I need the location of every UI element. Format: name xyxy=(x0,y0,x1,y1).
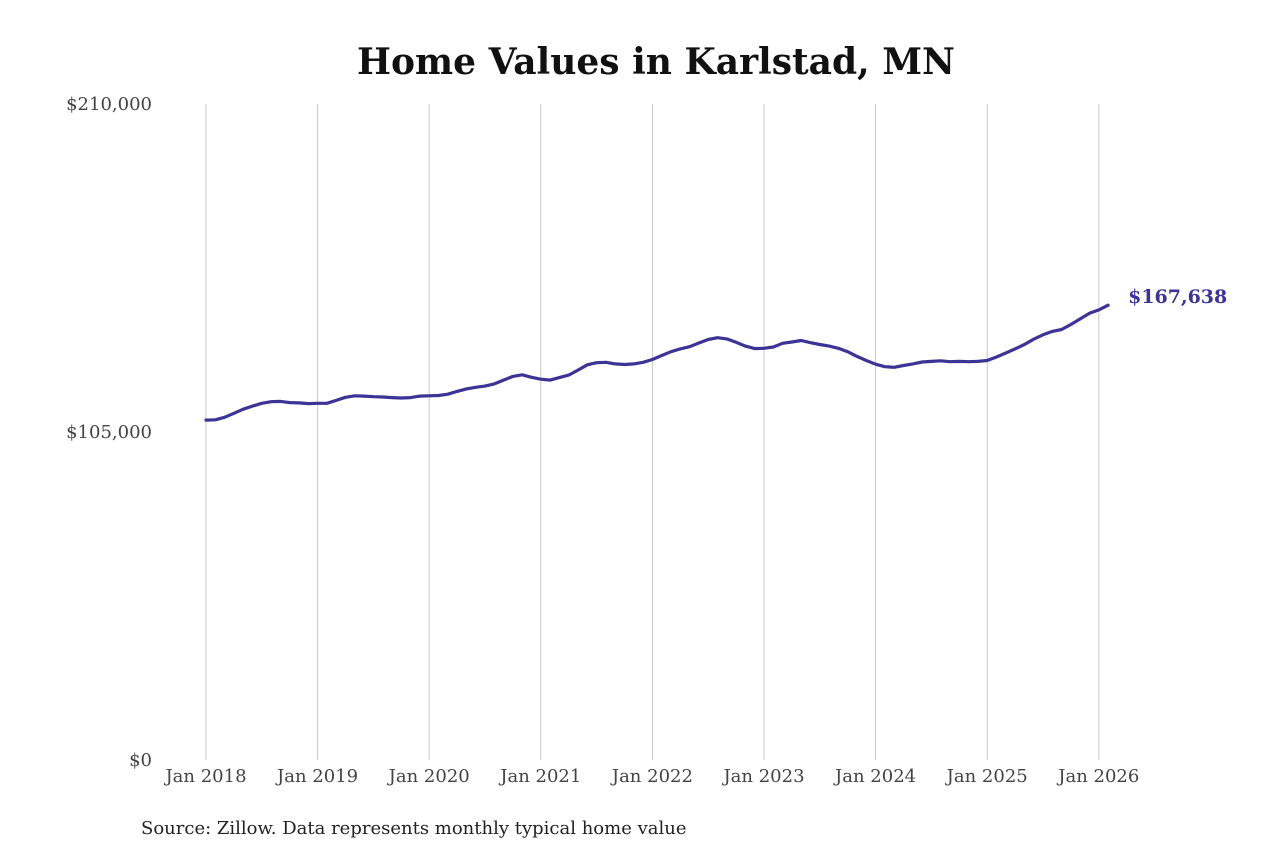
x-tick-label: Jan 2023 xyxy=(721,766,804,787)
x-tick-label: Jan 2020 xyxy=(387,766,470,787)
y-axis: $0 $105,000 $210,000 xyxy=(66,94,152,771)
x-tick-label: Jan 2021 xyxy=(498,766,581,787)
grid-lines xyxy=(205,104,1100,760)
series-line-home-value xyxy=(204,303,1110,422)
x-tick-label: Jan 2025 xyxy=(945,766,1028,787)
source-note: Source: Zillow. Data represents monthly … xyxy=(141,818,687,839)
y-tick-label: $210,000 xyxy=(66,94,152,115)
x-tick-label: Jan 2019 xyxy=(275,766,358,787)
x-tick-label: Jan 2026 xyxy=(1056,766,1139,787)
x-tick-label: Jan 2022 xyxy=(610,766,693,787)
chart-title: Home Values in Karlstad, MN xyxy=(357,41,955,83)
y-tick-label: $105,000 xyxy=(66,422,152,443)
end-value-label: $167,638 xyxy=(1128,286,1227,308)
x-tick-label: Jan 2024 xyxy=(833,766,916,787)
y-tick-label: $0 xyxy=(129,750,152,771)
x-tick-label: Jan 2018 xyxy=(163,766,246,787)
x-axis: Jan 2018 Jan 2019 Jan 2020 Jan 2021 Jan 2022… xyxy=(163,766,1139,787)
